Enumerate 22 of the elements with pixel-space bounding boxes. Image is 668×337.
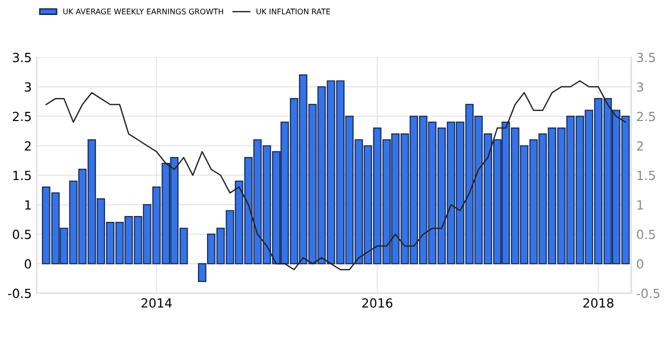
y-tick-label: 1.5 [13,170,31,180]
y-tick-label: -0.5 [8,288,31,298]
y-tick-label: 2.5 [12,112,31,122]
y-tick-label: 2 [24,141,31,150]
y-tick-label: 0 [24,259,32,269]
y2-tick-label: 3.5 [637,52,655,62]
x-tick-label: 2014 [142,298,172,308]
y2-tick-label: 1.5 [637,170,655,180]
y-tick-label: 3.5 [12,52,31,62]
y2-tick-label: 0.5 [636,230,655,240]
y-tick-label: 3 [24,82,31,92]
line-series [45,80,626,270]
x-tick-label: 2016 [362,298,392,308]
y-tick-label: 1 [25,200,31,210]
y2-tick-label: 3 [637,82,644,92]
y2-tick-label: 0 [636,259,644,269]
y2-tick-label: -0.5 [636,288,660,298]
y2-tick-label: 2.5 [637,112,655,122]
y2-tick-label: 2 [637,141,643,150]
y2-tick-label: 1 [637,200,643,210]
y-tick-label: 0.5 [12,230,31,240]
x-tick-label: 2018 [583,298,614,308]
